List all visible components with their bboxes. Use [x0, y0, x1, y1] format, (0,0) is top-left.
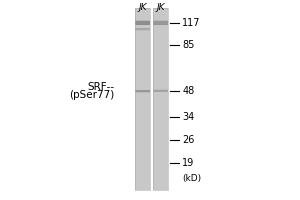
Bar: [135, 21, 150, 25]
Bar: [135, 90, 150, 92]
Bar: [153, 8, 168, 190]
Bar: [153, 21, 168, 25]
Text: 48: 48: [182, 86, 195, 96]
Bar: [135, 24, 150, 25]
Bar: [153, 20, 168, 21]
Text: 34: 34: [182, 112, 195, 122]
Bar: [135, 30, 150, 31]
Text: JK: JK: [138, 3, 147, 12]
Bar: [153, 8, 168, 190]
Text: 117: 117: [182, 18, 201, 28]
Text: (kD): (kD): [182, 174, 202, 184]
Bar: [135, 8, 150, 190]
Bar: [153, 90, 168, 92]
Text: JK: JK: [156, 3, 165, 12]
Bar: [153, 89, 168, 90]
Text: 85: 85: [182, 40, 195, 50]
Bar: [135, 28, 150, 30]
Bar: [135, 92, 150, 93]
Bar: [135, 20, 150, 21]
Bar: [135, 8, 150, 190]
Text: SRF--: SRF--: [87, 82, 114, 92]
Text: (pSer77): (pSer77): [69, 90, 114, 100]
Bar: [153, 24, 168, 25]
Text: 19: 19: [182, 158, 195, 168]
Text: 26: 26: [182, 135, 195, 145]
